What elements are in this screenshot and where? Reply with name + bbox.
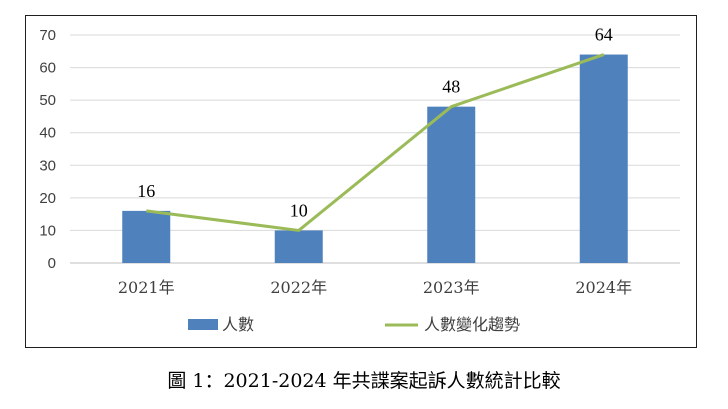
x-tick-label: 2023年: [423, 278, 480, 297]
y-axis-ticks: 0 10 20 30 40 50 60 70: [39, 27, 56, 272]
figure-caption: 圖 1：2021-2024 年共諜案起訴人數統計比較: [167, 370, 561, 392]
data-labels: 16 10 48 64: [137, 25, 613, 221]
y-tick-label: 0: [48, 255, 56, 272]
y-tick-label: 60: [39, 60, 56, 77]
gridlines: [70, 34, 680, 264]
data-label: 16: [137, 181, 155, 201]
legend: 人數 人數變化趨勢: [188, 315, 520, 334]
y-tick-label: 50: [39, 92, 56, 109]
bar: [579, 54, 628, 263]
bar: [122, 210, 171, 263]
bar: [427, 106, 476, 264]
y-tick-label: 70: [39, 27, 56, 44]
x-tick-label: 2022年: [270, 278, 327, 297]
x-axis-ticks: 2021年 2022年 2023年 2024年: [118, 278, 632, 297]
y-tick-label: 40: [39, 125, 56, 142]
x-tick-label: 2024年: [575, 278, 632, 297]
legend-label-line: 人數變化趨勢: [424, 315, 520, 334]
trend-line-series: [146, 53, 605, 232]
data-label: 64: [595, 25, 613, 45]
legend-label-bar: 人數: [222, 315, 254, 334]
bar: [274, 230, 323, 263]
y-tick-label: 20: [39, 190, 56, 207]
bar-series: [122, 54, 628, 264]
data-label: 10: [290, 200, 308, 220]
y-tick-label: 30: [39, 157, 56, 174]
x-tick-label: 2021年: [118, 278, 175, 297]
y-tick-label: 10: [39, 222, 56, 239]
data-label: 48: [442, 77, 460, 97]
legend-swatch-bar: [188, 319, 218, 330]
trend-line: [146, 53, 605, 232]
